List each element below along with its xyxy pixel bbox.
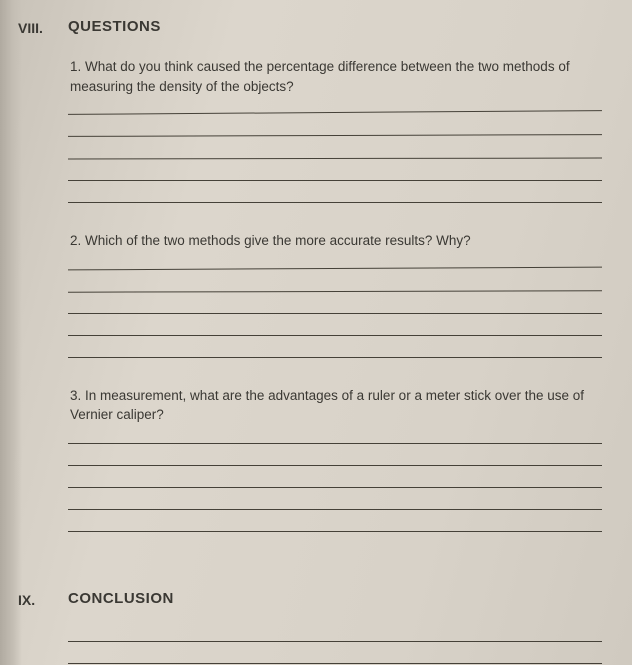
blank-line <box>68 641 602 642</box>
section-conclusion: IX. CONCLUSION <box>18 590 602 664</box>
blank-line <box>68 180 602 181</box>
blank-line <box>68 266 602 270</box>
blank-line <box>68 531 602 532</box>
conclusion-content: CONCLUSION <box>68 590 602 664</box>
roman-numeral-ix: IX. <box>18 590 50 608</box>
question-2-block: 2. Which of the two methods give the mor… <box>68 231 602 358</box>
blank-line <box>68 443 602 444</box>
answer-lines-1 <box>68 108 602 203</box>
section-questions: VIII. QUESTIONS 1. What do you think cau… <box>18 18 602 560</box>
answer-lines-3 <box>68 437 602 532</box>
question-3-block: 3. In measurement, what are the advantag… <box>68 386 602 532</box>
blank-line <box>68 134 602 137</box>
blank-line <box>68 158 602 160</box>
blank-line <box>68 487 602 488</box>
worksheet-page: VIII. QUESTIONS 1. What do you think cau… <box>0 0 632 664</box>
blank-line <box>68 313 602 314</box>
answer-lines-2 <box>68 263 602 358</box>
question-1-text: 1. What do you think caused the percenta… <box>68 57 602 96</box>
blank-line <box>68 663 602 664</box>
blank-line <box>68 110 602 115</box>
roman-numeral-viii: VIII. <box>18 18 50 36</box>
question-2-text: 2. Which of the two methods give the mor… <box>68 231 602 251</box>
questions-content: QUESTIONS 1. What do you think caused th… <box>68 18 602 560</box>
question-1-block: 1. What do you think caused the percenta… <box>68 57 602 203</box>
conclusion-heading: CONCLUSION <box>68 590 602 607</box>
blank-line <box>68 202 602 203</box>
blank-line <box>68 290 602 292</box>
blank-line <box>68 465 602 466</box>
questions-heading: QUESTIONS <box>68 18 602 35</box>
conclusion-lines <box>68 635 602 664</box>
blank-line <box>68 357 602 358</box>
question-3-text: 3. In measurement, what are the advantag… <box>68 386 602 425</box>
blank-line <box>68 335 602 336</box>
blank-line <box>68 509 602 510</box>
